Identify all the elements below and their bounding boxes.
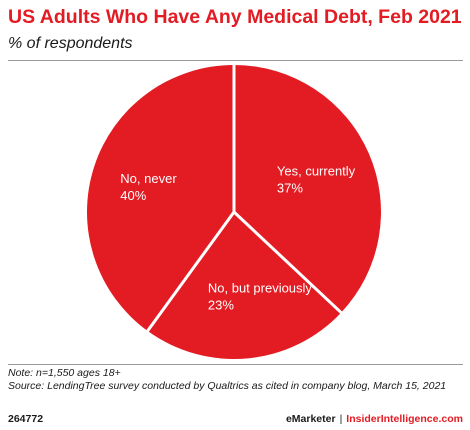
pie-slice-no-never [87,65,234,331]
pie-slice-no-but-previously [147,212,342,359]
bottom-divider [8,364,463,365]
brand-insiderintelligence-link[interactable]: InsiderIntelligence.com [346,413,463,425]
chart-subtitle: % of respondents [8,35,133,52]
slice-separator [232,210,343,315]
slice-label-no-but-previously: No, but previously 23% [208,280,313,312]
top-divider [8,60,463,61]
slice-label-no-never: No, never 40% [120,171,177,203]
footer-brand: eMarketer | InsiderIntelligence.com [286,413,463,425]
pie-chart: Yes, currently 37% No, but previously 23% No… [87,64,381,359]
slice-separator [145,211,236,333]
brand-emarketer: eMarketer [285,413,336,425]
pie-slice-yes-currently [234,65,381,313]
note-text: Note: n=1,550 ages 18+ [8,367,121,379]
source-text: Source: LendingTree survey conducted by … [8,380,447,392]
chart-id: 264772 [8,413,44,425]
chart-title: US Adults Who Have Any Medical Debt, Feb… [8,6,462,28]
brand-separator: | [339,413,343,425]
slice-label-yes-currently: Yes, currently 37% [277,164,356,196]
pie-chart-area: Yes, currently 37% No, but previously 23% No… [0,60,470,365]
notes-block: Note: n=1,550 ages 18+ Source: LendingTr… [8,367,463,393]
